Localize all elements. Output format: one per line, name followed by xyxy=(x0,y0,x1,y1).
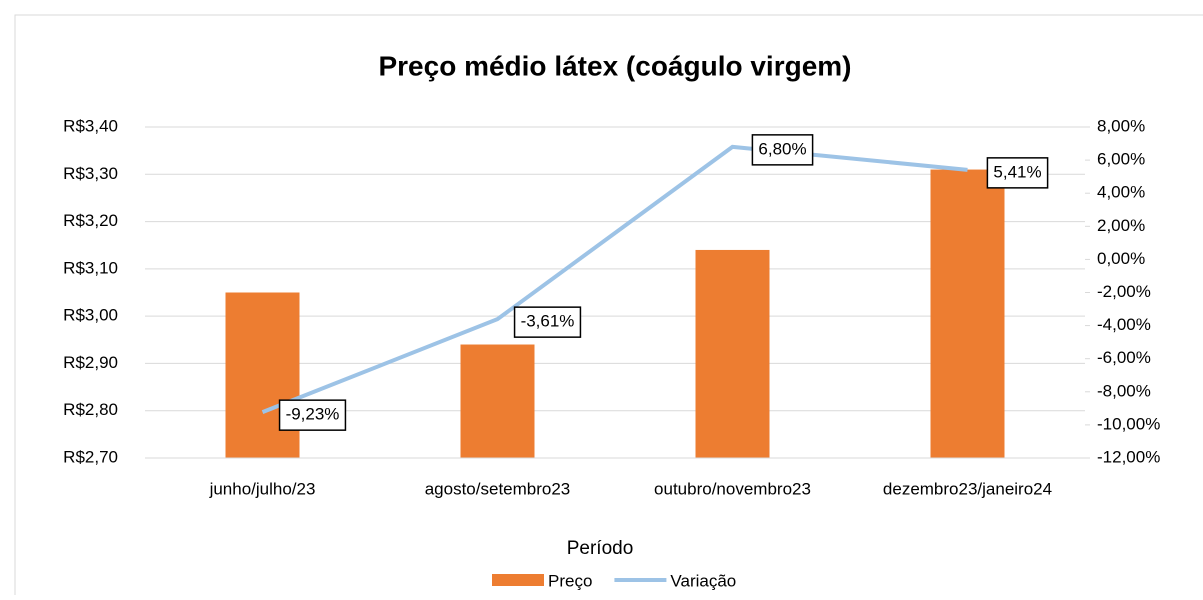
data-label-box xyxy=(751,134,814,166)
legend-label: Preço xyxy=(548,571,592,590)
y-tick-label: R$2,90 xyxy=(63,353,118,372)
data-label-text: 6,80% xyxy=(758,139,806,158)
y2-tick-label: 4,00% xyxy=(1097,183,1145,202)
y2-tick-label: -6,00% xyxy=(1097,348,1151,367)
chart-title: Preço médio látex (coágulo virgem) xyxy=(378,50,851,81)
y2-tick-label: -2,00% xyxy=(1097,282,1151,301)
y-tick-label: R$3,30 xyxy=(63,164,118,183)
data-label: -9,23% xyxy=(278,399,347,431)
data-label: -3,61% xyxy=(513,306,582,338)
data-label: 6,80% xyxy=(751,134,814,166)
y-tick-label: R$2,80 xyxy=(63,400,118,419)
data-label-box xyxy=(986,157,1049,189)
y2-tick-label: -12,00% xyxy=(1097,447,1160,466)
data-label-box xyxy=(513,306,582,338)
y2-tick-label: 6,00% xyxy=(1097,150,1145,169)
y-tick-label: R$2,70 xyxy=(63,447,118,466)
chart-border xyxy=(14,14,1203,600)
line xyxy=(261,144,968,415)
bar xyxy=(460,344,535,458)
data-label: 5,41% xyxy=(986,157,1049,189)
y-tick-label: R$3,00 xyxy=(63,306,118,325)
legend-swatch xyxy=(492,574,544,586)
data-label-text: -9,23% xyxy=(286,405,340,424)
data-label-box xyxy=(278,399,347,431)
y2-tick-label: -10,00% xyxy=(1097,414,1160,433)
y2-tick-label: -8,00% xyxy=(1097,381,1151,400)
x-axis-label: Período xyxy=(567,538,634,559)
y-tick-label: R$3,40 xyxy=(63,116,118,135)
y2-tick-label: 8,00% xyxy=(1097,116,1145,135)
x-tick-label: agosto/setembro23 xyxy=(425,479,571,498)
legend-label: Variação xyxy=(670,571,736,590)
x-tick-label: junho/julho/23 xyxy=(209,479,316,498)
x-tick-label: dezembro23/janeiro24 xyxy=(883,479,1052,498)
x-tick-label: outubro/novembro23 xyxy=(654,479,811,498)
bar xyxy=(225,292,300,458)
data-label-text: 5,41% xyxy=(993,162,1041,181)
bar xyxy=(695,249,770,458)
data-label-text: -3,61% xyxy=(521,312,575,331)
y-tick-label: R$3,20 xyxy=(63,211,118,230)
bar xyxy=(930,169,1005,459)
y2-tick-label: 0,00% xyxy=(1097,249,1145,268)
y-tick-label: R$3,10 xyxy=(63,258,118,277)
y2-tick-label: -4,00% xyxy=(1097,315,1151,334)
y2-tick-label: 2,00% xyxy=(1097,216,1145,235)
